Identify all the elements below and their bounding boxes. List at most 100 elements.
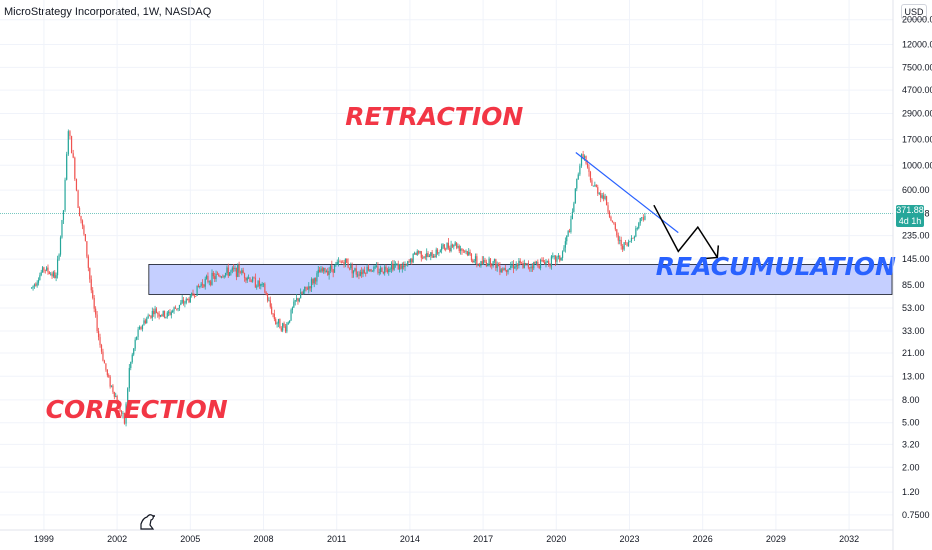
candle-body bbox=[344, 258, 346, 265]
candle-body bbox=[211, 272, 213, 285]
candle-body bbox=[527, 263, 529, 268]
candle-body bbox=[518, 260, 520, 266]
candle-body bbox=[268, 300, 270, 302]
candle-body bbox=[422, 257, 424, 259]
candle-body bbox=[385, 266, 387, 270]
candle-body bbox=[220, 276, 223, 278]
drawing-lines[interactable] bbox=[575, 152, 720, 260]
candle-body bbox=[316, 273, 318, 282]
candle-body bbox=[31, 287, 33, 289]
currency-button[interactable]: USD bbox=[901, 4, 927, 20]
candle-body bbox=[144, 320, 146, 324]
y-axis[interactable]: 20000.00 12000.00 7500.00 4700.00 2900.00 170… bbox=[892, 0, 932, 550]
candle-body bbox=[533, 262, 535, 269]
candle-body bbox=[300, 292, 302, 299]
y-tick-label: 8.00 bbox=[902, 395, 920, 405]
candle-body bbox=[396, 263, 398, 265]
candle-body bbox=[535, 261, 538, 264]
candle-body bbox=[619, 239, 621, 241]
y-tick-label: 53.00 bbox=[902, 303, 925, 313]
candle-body bbox=[165, 317, 167, 318]
candle-body bbox=[605, 196, 608, 206]
candle-body bbox=[258, 280, 261, 286]
candle-body bbox=[269, 300, 271, 307]
candle-body bbox=[187, 298, 189, 300]
annotation-retraction: RETRACTION bbox=[345, 102, 523, 131]
candle-body bbox=[286, 324, 288, 332]
chart-title: MicroStrategy Incorporated, 1W, NASDAQ bbox=[4, 6, 212, 18]
y-tick-label: 4700.00 bbox=[902, 85, 932, 95]
candle-body bbox=[123, 413, 126, 424]
candle-body bbox=[33, 284, 36, 286]
x-axis[interactable]: 1999 2002 2005 2008 2011 2014 2017 2020 2023 2026… bbox=[0, 529, 893, 544]
candle-body bbox=[561, 251, 564, 258]
candle-body bbox=[37, 280, 40, 283]
candle-body bbox=[335, 264, 337, 265]
candle-body bbox=[81, 220, 84, 226]
candle-body bbox=[441, 246, 443, 251]
candle-body bbox=[319, 269, 321, 273]
zone-rectangle bbox=[148, 264, 893, 295]
candle-body bbox=[623, 242, 625, 250]
candle-body bbox=[478, 264, 481, 267]
candle-body bbox=[78, 208, 81, 216]
candle-body bbox=[95, 308, 97, 315]
candle-body bbox=[622, 245, 624, 250]
candle-body bbox=[158, 313, 160, 317]
candle-body bbox=[170, 312, 172, 315]
projection-path bbox=[653, 204, 718, 258]
candle-body bbox=[235, 268, 237, 277]
candle-body bbox=[620, 239, 622, 246]
candle-body bbox=[457, 246, 459, 248]
candle-body bbox=[496, 263, 498, 268]
candle-body bbox=[193, 295, 195, 297]
candle-body bbox=[415, 252, 417, 255]
candle-body bbox=[185, 298, 187, 303]
candle-body bbox=[348, 267, 351, 269]
candle-body bbox=[455, 242, 458, 248]
candle-body bbox=[89, 267, 91, 280]
candle-body bbox=[90, 279, 92, 291]
candle-body bbox=[603, 195, 605, 199]
candle-body bbox=[223, 275, 225, 278]
candle-body bbox=[454, 242, 456, 246]
candle-body bbox=[588, 167, 590, 172]
candle-body bbox=[207, 275, 209, 283]
candle-body bbox=[201, 283, 204, 285]
tradingview-logo-icon[interactable] bbox=[140, 514, 155, 530]
candle-body bbox=[480, 261, 482, 267]
candle-body bbox=[400, 264, 402, 269]
candle-body bbox=[362, 269, 364, 275]
candle-body bbox=[384, 266, 386, 274]
candle-body bbox=[529, 267, 531, 269]
candle-body bbox=[594, 184, 596, 186]
candle-body bbox=[169, 311, 171, 315]
candle-body bbox=[105, 363, 107, 370]
annotation-correction: CORRECTION bbox=[46, 395, 228, 424]
candle-body bbox=[488, 258, 490, 264]
candle-body bbox=[579, 165, 581, 175]
candle-body bbox=[610, 216, 612, 221]
candle-body bbox=[151, 310, 153, 318]
candle-body bbox=[445, 248, 447, 250]
candle-body bbox=[200, 283, 202, 286]
candle-body bbox=[246, 277, 248, 281]
reaccumulation-zone[interactable] bbox=[148, 264, 893, 295]
candle-body bbox=[283, 323, 285, 327]
candle-body bbox=[469, 251, 471, 254]
candle-body bbox=[638, 223, 640, 229]
candle-body bbox=[332, 269, 334, 273]
candle-body bbox=[614, 223, 616, 230]
candle-body bbox=[516, 263, 519, 266]
candle-body bbox=[265, 292, 267, 295]
y-tick-label: 1700.00 bbox=[902, 134, 932, 144]
candle-body bbox=[308, 286, 310, 290]
candle-body bbox=[148, 315, 151, 317]
candle-body bbox=[367, 266, 370, 271]
candle-body bbox=[173, 307, 175, 311]
annotation-reacumulation: REACUMULATION bbox=[656, 252, 896, 281]
candle-body bbox=[373, 266, 375, 271]
y-tick-label: 5.00 bbox=[902, 418, 920, 428]
candle-body bbox=[639, 218, 641, 224]
